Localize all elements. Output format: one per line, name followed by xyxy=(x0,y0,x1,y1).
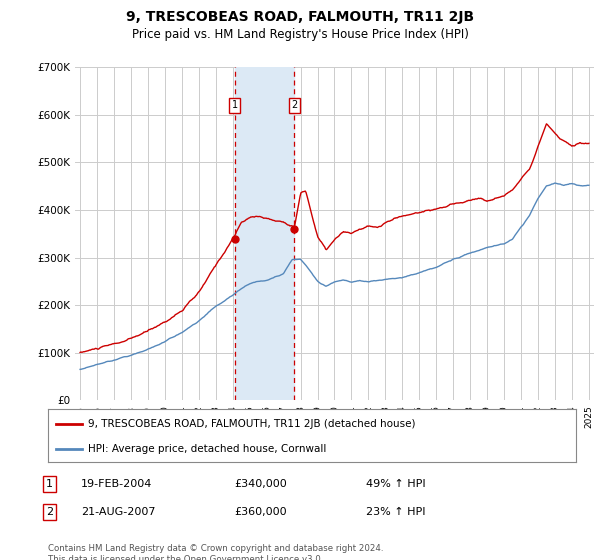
Bar xyxy=(235,67,295,400)
Text: 2: 2 xyxy=(46,507,53,517)
Text: 9, TRESCOBEAS ROAD, FALMOUTH, TR11 2JB (detached house): 9, TRESCOBEAS ROAD, FALMOUTH, TR11 2JB (… xyxy=(88,419,415,429)
Text: £360,000: £360,000 xyxy=(234,507,287,517)
Text: 1: 1 xyxy=(232,100,238,110)
Text: 9, TRESCOBEAS ROAD, FALMOUTH, TR11 2JB: 9, TRESCOBEAS ROAD, FALMOUTH, TR11 2JB xyxy=(126,10,474,24)
Text: 19-FEB-2004: 19-FEB-2004 xyxy=(81,479,152,489)
Text: 1: 1 xyxy=(46,479,53,489)
Text: 23% ↑ HPI: 23% ↑ HPI xyxy=(366,507,425,517)
Text: HPI: Average price, detached house, Cornwall: HPI: Average price, detached house, Corn… xyxy=(88,444,326,454)
Text: £340,000: £340,000 xyxy=(234,479,287,489)
Text: 49% ↑ HPI: 49% ↑ HPI xyxy=(366,479,425,489)
Text: 2: 2 xyxy=(292,100,298,110)
Text: Price paid vs. HM Land Registry's House Price Index (HPI): Price paid vs. HM Land Registry's House … xyxy=(131,28,469,41)
Text: 21-AUG-2007: 21-AUG-2007 xyxy=(81,507,155,517)
Text: Contains HM Land Registry data © Crown copyright and database right 2024.
This d: Contains HM Land Registry data © Crown c… xyxy=(48,544,383,560)
